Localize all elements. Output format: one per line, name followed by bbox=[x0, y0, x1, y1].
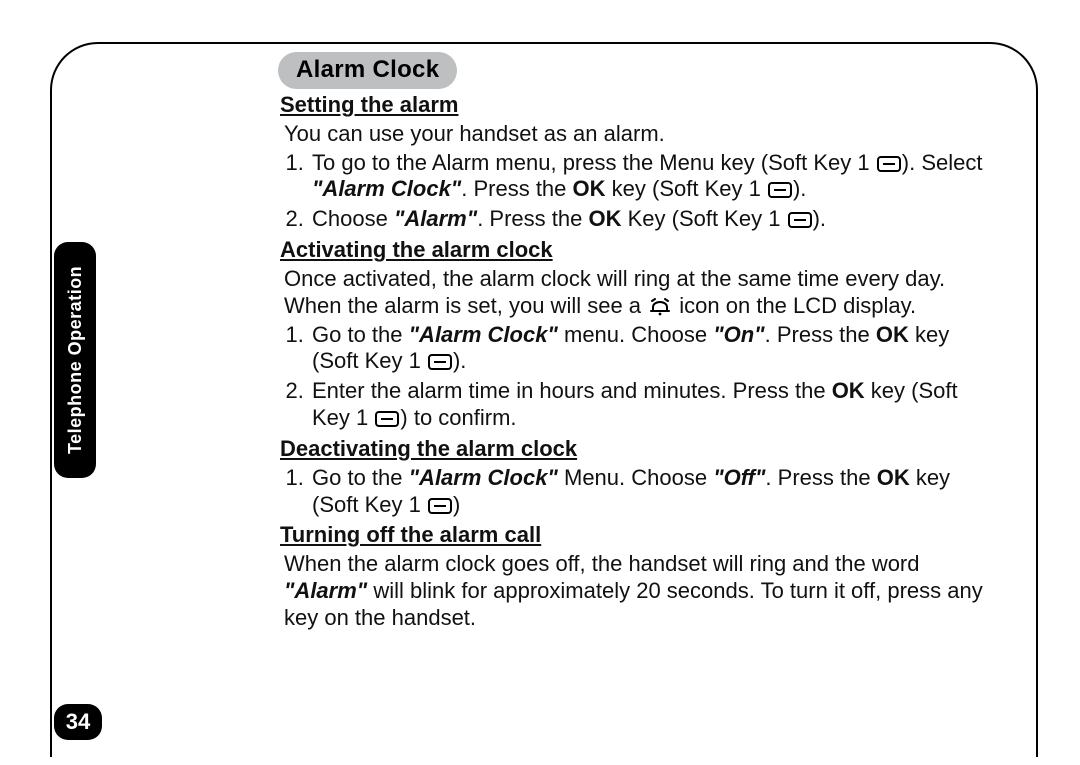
heading-turning-off: Turning off the alarm call bbox=[280, 522, 1000, 549]
activating-steps: Go to the "Alarm Clock" menu. Choose "On… bbox=[280, 322, 1000, 432]
quoted: "Alarm" bbox=[284, 578, 367, 603]
setting-steps: To go to the Alarm menu, press the Menu … bbox=[280, 150, 1000, 233]
text: menu. Choose bbox=[558, 322, 713, 347]
activating-intro: Once activated, the alarm clock will rin… bbox=[280, 266, 1000, 320]
quoted: "On" bbox=[713, 322, 764, 347]
ok-label: OK bbox=[876, 322, 909, 347]
alarm-icon bbox=[649, 298, 671, 316]
ok-label: OK bbox=[588, 206, 621, 231]
heading-activating: Activating the alarm clock bbox=[280, 237, 1000, 264]
text: ) bbox=[453, 492, 460, 517]
text: Soft Key 1 bbox=[319, 492, 421, 517]
setting-intro: You can use your handset as an alarm. bbox=[280, 121, 1000, 148]
text: When the alarm clock goes off, the hands… bbox=[284, 551, 920, 576]
text: Soft Key 1 bbox=[659, 176, 761, 201]
section-title-pill: Alarm Clock bbox=[278, 52, 457, 89]
text: . Press the bbox=[765, 322, 876, 347]
quoted: "Alarm Clock" bbox=[409, 322, 558, 347]
softkey-icon bbox=[428, 354, 452, 370]
activating-step-2: Enter the alarm time in hours and minute… bbox=[310, 378, 1000, 432]
heading-deactivating: Deactivating the alarm clock bbox=[280, 436, 1000, 463]
ok-label: OK bbox=[832, 378, 865, 403]
softkey-icon bbox=[877, 156, 901, 172]
softkey-icon bbox=[428, 498, 452, 514]
text: ). bbox=[793, 176, 806, 201]
quoted: "Alarm" bbox=[394, 206, 477, 231]
deactivating-steps: Go to the "Alarm Clock" Menu. Choose "Of… bbox=[280, 465, 1000, 519]
softkey-icon bbox=[768, 182, 792, 198]
text: key ( bbox=[865, 378, 919, 403]
setting-step-1: To go to the Alarm menu, press the Menu … bbox=[310, 150, 1000, 204]
quoted: "Alarm Clock" bbox=[312, 176, 461, 201]
content-column: Setting the alarm You can use your hands… bbox=[280, 92, 1000, 634]
side-tab-telephone-operation: Telephone Operation bbox=[54, 242, 96, 478]
softkey-icon bbox=[788, 212, 812, 228]
text: Menu. Choose bbox=[558, 465, 713, 490]
text: Soft Key 1 bbox=[319, 348, 421, 373]
text: Soft Key 1 bbox=[679, 206, 781, 231]
text: ). bbox=[813, 206, 826, 231]
text: . Press the bbox=[461, 176, 572, 201]
text: . Press the bbox=[765, 465, 876, 490]
text: Soft Key 1 bbox=[768, 150, 870, 175]
text: Go to the bbox=[312, 322, 409, 347]
quoted: "Off" bbox=[713, 465, 765, 490]
ok-label: OK bbox=[877, 465, 910, 490]
text: . Press the bbox=[477, 206, 588, 231]
ok-label: OK bbox=[573, 176, 606, 201]
text: Key ( bbox=[621, 206, 678, 231]
text: ). Select bbox=[902, 150, 983, 175]
setting-step-2: Choose "Alarm". Press the OK Key (Soft K… bbox=[310, 206, 1000, 233]
text: To go to the Alarm menu, press the Menu … bbox=[312, 150, 768, 175]
text: Enter the alarm time in hours and minute… bbox=[312, 378, 832, 403]
text: will blink for approximately 20 seconds.… bbox=[284, 578, 983, 630]
heading-setting-alarm: Setting the alarm bbox=[280, 92, 1000, 119]
text: key ( bbox=[606, 176, 660, 201]
text: ). bbox=[453, 348, 466, 373]
quoted: "Alarm Clock" bbox=[409, 465, 558, 490]
text: Choose bbox=[312, 206, 394, 231]
page-number-badge: 34 bbox=[54, 704, 102, 740]
text: icon on the LCD display. bbox=[679, 293, 916, 318]
softkey-icon bbox=[375, 411, 399, 427]
manual-page: Telephone Operation 34 Alarm Clock Setti… bbox=[0, 0, 1080, 765]
deactivating-step-1: Go to the "Alarm Clock" Menu. Choose "Of… bbox=[310, 465, 1000, 519]
turning-off-paragraph: When the alarm clock goes off, the hands… bbox=[280, 551, 1000, 631]
text: Go to the bbox=[312, 465, 409, 490]
activating-step-1: Go to the "Alarm Clock" menu. Choose "On… bbox=[310, 322, 1000, 376]
text: ) to confirm. bbox=[400, 405, 516, 430]
